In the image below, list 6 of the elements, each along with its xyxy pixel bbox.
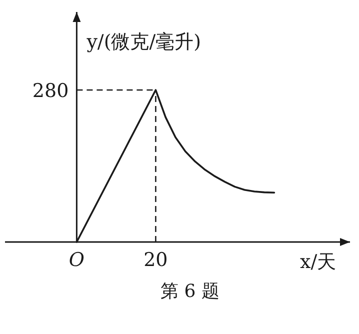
x-tick-label: O — [68, 249, 85, 271]
text: 280 — [32, 80, 69, 102]
text: 第 6 题 — [160, 281, 220, 302]
x-tick-label: 20 — [144, 249, 168, 271]
y-axis-title: y/(微克/毫升) — [86, 31, 202, 53]
x-axis-title: x/天 — [300, 251, 336, 273]
